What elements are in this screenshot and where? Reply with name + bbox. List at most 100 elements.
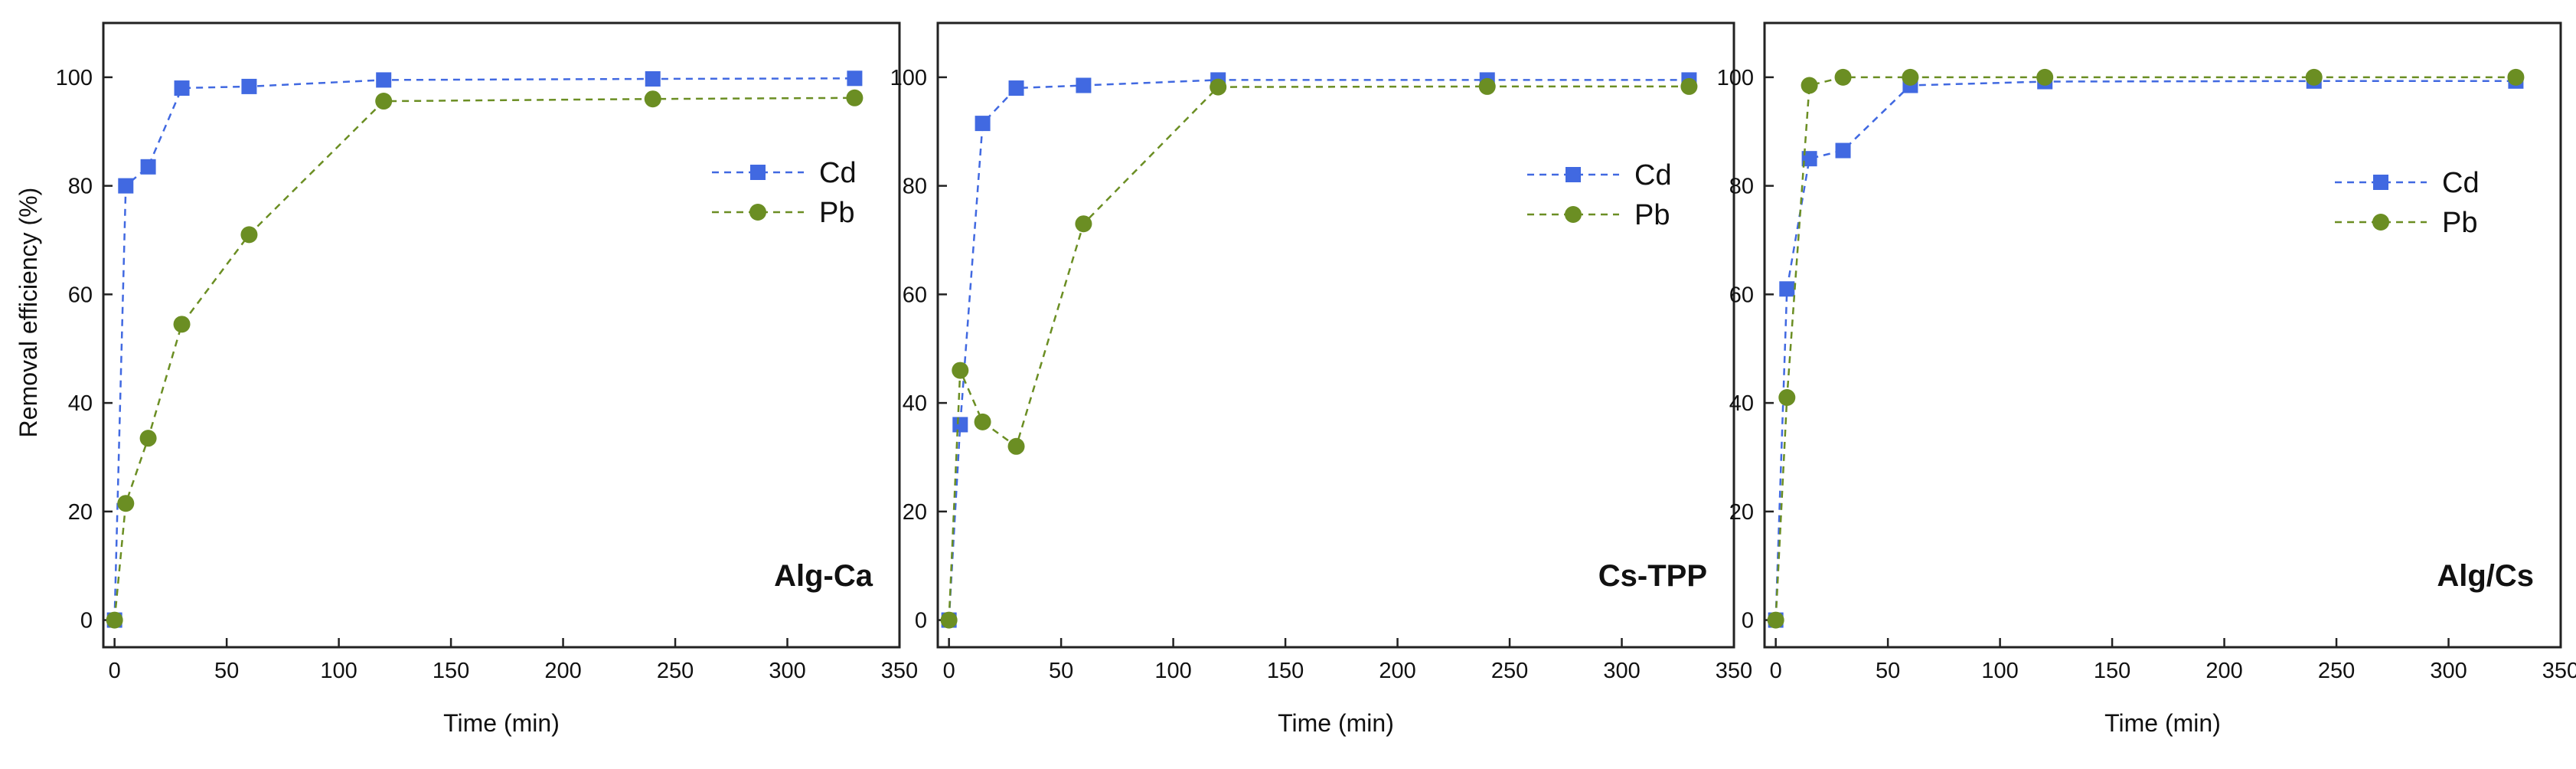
series-line-cd bbox=[948, 79, 1690, 620]
x-tick-label: 100 bbox=[1154, 659, 1191, 683]
panel-3-y-ticks: 0 20 40 60 80 100 bbox=[1717, 66, 1774, 633]
series-line-cd bbox=[1774, 80, 2516, 620]
panel-1-y-ticks: 0 20 40 60 80 100 bbox=[56, 66, 113, 633]
y-tick-label: 40 bbox=[903, 391, 927, 416]
x-tick-label: 100 bbox=[320, 659, 357, 683]
legend-cd-marker bbox=[2373, 175, 2388, 190]
x-tick-label: 0 bbox=[1770, 659, 1782, 683]
x-tick-label: 50 bbox=[214, 659, 239, 683]
legend-pb-label: Pb bbox=[819, 197, 854, 229]
data-point-pb bbox=[940, 611, 958, 629]
y-tick-label: 20 bbox=[68, 500, 93, 525]
panel-3-series bbox=[1767, 68, 2525, 629]
y-tick-label: 40 bbox=[68, 391, 93, 416]
data-point-pb bbox=[952, 362, 969, 379]
series-line-pb bbox=[948, 85, 1690, 620]
panel-2-frame bbox=[936, 21, 1735, 649]
x-tick-label: 300 bbox=[1603, 659, 1640, 683]
data-point-pb bbox=[2305, 68, 2323, 86]
x-tick-label: 200 bbox=[2205, 659, 2242, 683]
y-tick-label: 100 bbox=[1717, 66, 1754, 90]
panel-2-legend: Cd Pb bbox=[1527, 159, 1672, 231]
data-point-cd bbox=[645, 70, 661, 87]
data-point-pb bbox=[106, 611, 123, 629]
x-tick-label: 300 bbox=[769, 659, 805, 683]
legend-pb-marker bbox=[1565, 206, 1582, 223]
data-point-cd bbox=[975, 116, 991, 132]
data-point-cd bbox=[1835, 142, 1851, 159]
legend-cd-marker bbox=[750, 165, 766, 180]
data-point-cd bbox=[241, 78, 257, 94]
panel-1-frame bbox=[102, 21, 901, 649]
x-tick-label: 350 bbox=[1716, 659, 1752, 683]
data-point-cd bbox=[1076, 77, 1092, 93]
legend-cd-marker bbox=[1566, 167, 1581, 182]
y-tick-label: 80 bbox=[68, 175, 93, 199]
y-tick-label: 0 bbox=[915, 609, 927, 633]
panel-1-x-title: Time (min) bbox=[443, 709, 560, 737]
y-tick-label: 100 bbox=[56, 66, 93, 90]
data-point-cd bbox=[118, 178, 134, 194]
x-tick-label: 50 bbox=[1876, 659, 1900, 683]
panel-3-frame bbox=[1763, 21, 2562, 649]
y-axis-title: Removal efficiency (%) bbox=[15, 188, 42, 438]
y-tick-label: 60 bbox=[1729, 283, 1754, 307]
panel-3-x-ticks: 0 50 100 150 200 250 300 350 bbox=[1770, 638, 2576, 683]
data-point-cd bbox=[1779, 281, 1795, 297]
panel-3-label: Alg/Cs bbox=[2437, 559, 2534, 593]
y-tick-label: 20 bbox=[903, 500, 927, 525]
x-tick-label: 200 bbox=[1379, 659, 1415, 683]
data-point-pb bbox=[846, 89, 864, 106]
x-tick-label: 0 bbox=[109, 659, 121, 683]
x-tick-label: 150 bbox=[2094, 659, 2130, 683]
data-point-pb bbox=[139, 430, 157, 447]
y-tick-label: 60 bbox=[903, 283, 927, 307]
series-line-cd bbox=[113, 77, 855, 620]
y-tick-label: 20 bbox=[1729, 500, 1754, 525]
series-line-pb bbox=[113, 97, 855, 620]
x-tick-label: 250 bbox=[2318, 659, 2355, 683]
panel-2-y-ticks: 0 20 40 60 80 100 bbox=[890, 66, 947, 633]
x-tick-label: 350 bbox=[881, 659, 918, 683]
panel-2-series bbox=[940, 72, 1698, 629]
panel-2-x-title: Time (min) bbox=[1278, 709, 1394, 737]
panel-1-label: Alg-Ca bbox=[774, 559, 873, 593]
y-tick-label: 0 bbox=[80, 609, 93, 633]
data-point-pb bbox=[644, 90, 661, 108]
data-point-cd bbox=[952, 417, 968, 433]
data-point-pb bbox=[117, 495, 135, 512]
data-point-pb bbox=[1767, 611, 1784, 629]
legend-pb-marker bbox=[2372, 214, 2389, 231]
x-tick-label: 100 bbox=[1981, 659, 2018, 683]
y-tick-label: 60 bbox=[68, 283, 93, 307]
data-point-pb bbox=[1902, 68, 1919, 86]
x-tick-label: 150 bbox=[1267, 659, 1304, 683]
data-point-pb bbox=[1801, 77, 1818, 94]
x-tick-label: 350 bbox=[2542, 659, 2576, 683]
data-point-pb bbox=[240, 226, 258, 244]
panel-1-series bbox=[106, 70, 864, 629]
data-point-cd bbox=[140, 159, 156, 175]
x-tick-label: 300 bbox=[2430, 659, 2467, 683]
data-point-cd bbox=[1008, 80, 1024, 97]
legend-pb-label: Pb bbox=[1634, 199, 1670, 231]
panel-1: 0 20 40 60 80 100 0 50 100 150 200 250 300 350 Cd Pb… bbox=[56, 21, 918, 737]
data-point-pb bbox=[1075, 215, 1092, 233]
data-point-pb bbox=[2507, 68, 2525, 86]
data-point-cd bbox=[1801, 151, 1817, 167]
x-tick-label: 0 bbox=[943, 659, 955, 683]
data-point-cd bbox=[376, 72, 392, 88]
y-tick-label: 0 bbox=[1742, 609, 1754, 633]
data-point-pb bbox=[974, 413, 991, 430]
data-point-pb bbox=[1007, 437, 1025, 455]
legend-cd-label: Cd bbox=[2442, 167, 2480, 199]
data-point-pb bbox=[1834, 68, 1852, 86]
data-point-pb bbox=[1778, 389, 1796, 406]
data-point-cd bbox=[847, 70, 863, 87]
y-tick-label: 80 bbox=[1729, 175, 1754, 199]
panel-3-x-title: Time (min) bbox=[2104, 709, 2221, 737]
panel-3-legend: Cd Pb bbox=[2335, 167, 2480, 239]
panel-3: 0 20 40 60 80 100 0 50 100 150 200 250 300 350 Cd Pb… bbox=[1717, 21, 2576, 737]
